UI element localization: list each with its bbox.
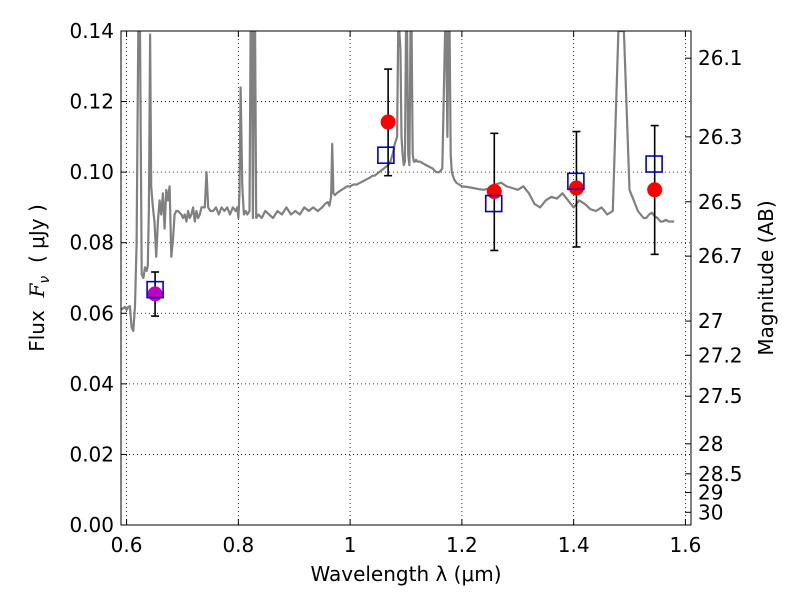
y-tick-label: 0.08 (69, 231, 114, 255)
observed-point (647, 182, 663, 198)
x-tick-label: 1.6 (670, 533, 702, 557)
y-axis-left: 0.00 0.02 0.04 0.06 0.08 0.10 0.12 0.14 (69, 19, 127, 537)
y-tick-label: 0.02 (69, 442, 114, 466)
y-tick-label: 0.04 (69, 372, 114, 396)
synthetic-point (377, 146, 395, 165)
y-axis-label-suffix: ( μJy ) (25, 204, 49, 276)
y-tick-label: 0.10 (69, 160, 114, 184)
right-tick-label: 26.7 (698, 244, 743, 268)
y-tick-label: 0.06 (69, 301, 114, 325)
right-tick-label: 29 (698, 481, 723, 505)
right-tick-label: 27.5 (698, 384, 743, 408)
y-axis-label: Flux Fν ( μJy ) (25, 204, 53, 352)
data-markers (146, 114, 663, 302)
y-axis-right-label: Magnitude (AB) (754, 200, 778, 355)
observed-point (568, 180, 584, 196)
x-tick-label: 1.2 (446, 533, 478, 557)
y-axis-label-prefix: Flux (25, 297, 49, 351)
right-tick-label: 30 (698, 500, 723, 524)
synthetic-point (645, 155, 663, 173)
right-tick-label: 28 (698, 432, 723, 456)
x-tick-label: 0.6 (111, 533, 143, 557)
right-tick-label: 26.5 (698, 190, 743, 214)
right-tick-label: 28.5 (698, 462, 743, 486)
y-axis-label-symbol: F (25, 282, 49, 298)
right-tick-label: 26.3 (698, 125, 743, 149)
y-axis-label-subscript: ν (37, 276, 53, 284)
x-axis-label: Wavelength λ (μm) (310, 562, 501, 586)
y-tick-label: 0.12 (69, 90, 114, 114)
model-spectrum-line (121, 31, 675, 332)
x-tick-label: 1.4 (558, 533, 590, 557)
synthetic-point (484, 194, 503, 213)
x-tick-label: 1 (344, 533, 357, 557)
y-tick-label: 0.00 (69, 513, 114, 537)
y-tick-label: 0.14 (69, 19, 114, 43)
x-tick-label: 0.8 (222, 533, 254, 557)
model-spectrum (121, 31, 675, 332)
right-tick-label: 27 (698, 309, 723, 333)
right-tick-label: 26.1 (698, 46, 743, 70)
plot-frame (120, 30, 692, 526)
observed-point (380, 114, 396, 130)
synthetic-point (567, 172, 585, 191)
right-tick-label: 27.2 (698, 343, 743, 367)
synthetic-point (146, 280, 164, 299)
x-axis: 0.6 0.8 1 1.2 1.4 1.6 (111, 31, 702, 557)
observed-point (147, 286, 163, 302)
observed-point (486, 184, 502, 200)
